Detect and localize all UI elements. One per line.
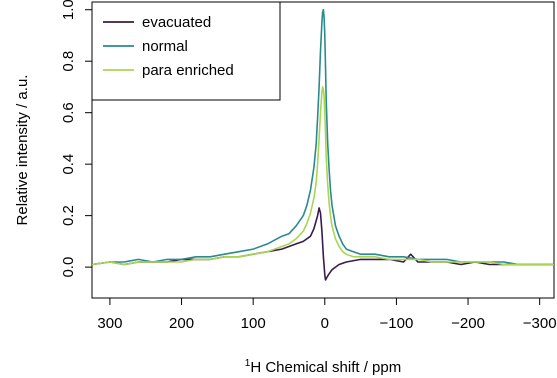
y-tick-label: 0.2	[60, 205, 77, 226]
y-tick-label: 0.6	[60, 102, 77, 123]
x-axis-title-superscript: 1	[245, 358, 251, 369]
legend: evacuated normal para enriched	[91, 1, 281, 101]
x-axis-title: 1H Chemical shift / ppm	[245, 358, 401, 376]
x-tick-label: 100	[241, 315, 266, 332]
x-tick-label: −100	[380, 315, 414, 332]
series-lines	[92, 8, 554, 281]
y-axis: 0.0 0.2 0.4 0.6 0.8 1.0	[60, 0, 92, 278]
plot-frame	[91, 1, 555, 299]
legend-label: normal	[142, 38, 188, 55]
series-line-para-enriched	[92, 86, 554, 266]
x-axis-title-text: H Chemical shift / ppm	[250, 359, 401, 376]
x-tick-label: −200	[451, 315, 485, 332]
x-tick-label: 0	[321, 315, 329, 332]
series-line-normal	[92, 8, 554, 266]
x-axis: 300 200 100 0 −100 −200 −300	[97, 298, 557, 332]
y-tick-label: 0.4	[60, 154, 77, 175]
legend-label: evacuated	[142, 14, 211, 31]
y-tick-label: 1.0	[60, 0, 77, 20]
y-axis-title: Relative intensity / a.u.	[14, 75, 31, 226]
x-tick-label: 300	[97, 315, 122, 332]
legend-box	[91, 1, 281, 101]
x-tick-label: 200	[169, 315, 194, 332]
legend-label: para enriched	[142, 62, 234, 79]
y-tick-label: 0.8	[60, 51, 77, 72]
x-tick-label: −300	[523, 315, 557, 332]
series-line-evacuated	[92, 207, 554, 281]
y-tick-label: 0.0	[60, 257, 77, 278]
